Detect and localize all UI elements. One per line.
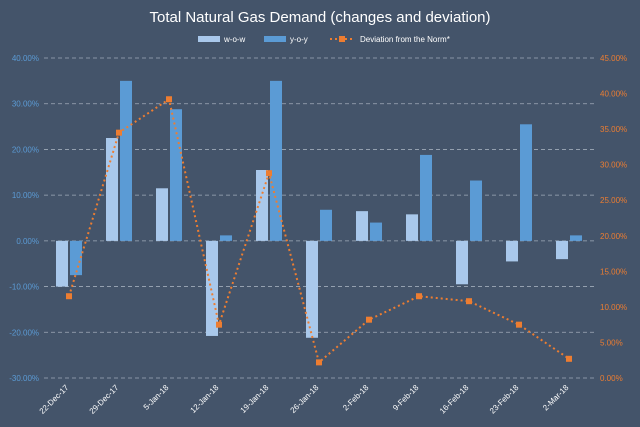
yoy-bar xyxy=(220,235,232,241)
left-tick-label: 30.00% xyxy=(12,100,39,109)
wow-bar xyxy=(356,211,368,241)
deviation-point xyxy=(566,355,572,362)
right-tick-label: 45.00% xyxy=(600,54,627,63)
deviation-line xyxy=(68,97,570,365)
right-tick-label: 25.00% xyxy=(600,196,627,205)
left-tick-label: 20.00% xyxy=(12,145,39,154)
wow-bar xyxy=(256,170,268,241)
bar-series xyxy=(56,80,582,338)
wow-bar xyxy=(456,240,468,285)
yoy-bar xyxy=(320,209,332,241)
deviation-point xyxy=(416,293,422,300)
deviation-point xyxy=(516,321,522,328)
deviation-point xyxy=(66,293,72,300)
legend-swatch-yoy xyxy=(264,36,286,42)
x-tick-label: 2-Mar-18 xyxy=(541,383,571,413)
right-tick-label: 5.00% xyxy=(600,338,623,347)
chart-legend: w-o-w y-o-y Deviation from the Norm* xyxy=(198,35,450,44)
yoy-bar xyxy=(120,80,132,241)
legend-label: y-o-y xyxy=(290,35,308,44)
yoy-bar xyxy=(470,180,482,241)
right-tick-label: 15.00% xyxy=(600,267,627,276)
deviation-point xyxy=(266,170,272,177)
right-tick-label: 35.00% xyxy=(600,125,627,134)
x-tick-label: 5-Jan-18 xyxy=(142,383,171,412)
left-tick-label: -10.00% xyxy=(9,283,39,292)
x-tick-label: 23-Feb-18 xyxy=(488,383,521,416)
x-tick-label: 26-Jan-18 xyxy=(289,383,321,415)
x-axis: 22-Dec-17 29-Dec-17 5-Jan-18 12-Jan-18 19-Ja… xyxy=(38,383,571,416)
x-tick-label: 2-Feb-18 xyxy=(341,383,371,413)
deviation-point xyxy=(116,129,122,136)
deviation-point xyxy=(466,298,472,305)
deviation-point xyxy=(316,359,322,366)
right-axis: 0.00% 5.00% 10.00% 15.00% 20.00% 25.00% 30.00%… xyxy=(600,54,627,383)
right-tick-label: 20.00% xyxy=(600,232,627,241)
legend-label: w-o-w xyxy=(223,35,246,44)
left-tick-label: 10.00% xyxy=(12,191,39,200)
right-tick-label: 10.00% xyxy=(600,303,627,312)
legend-swatch-wow xyxy=(198,36,220,42)
wow-bar xyxy=(56,240,68,287)
yoy-bar xyxy=(520,124,532,241)
yoy-bar xyxy=(70,240,82,276)
legend-swatch-deviation-marker xyxy=(339,36,345,42)
wow-bar xyxy=(556,240,568,260)
x-tick-label: 19-Jan-18 xyxy=(239,383,271,415)
yoy-bar xyxy=(420,154,432,241)
wow-bar xyxy=(106,138,118,241)
wow-bar xyxy=(156,188,168,241)
left-axis: -30.00% -20.00% -10.00% 0.00% 10.00% 20.00% 30… xyxy=(9,54,39,383)
x-tick-label: 9-Feb-18 xyxy=(391,383,421,413)
right-tick-label: 40.00% xyxy=(600,90,627,99)
gridlines xyxy=(44,57,594,379)
x-tick-label: 12-Jan-18 xyxy=(189,383,221,415)
left-tick-label: 40.00% xyxy=(12,54,39,63)
deviation-point xyxy=(166,96,172,103)
left-tick-label: 0.00% xyxy=(16,237,39,246)
chart-title: Total Natural Gas Demand (changes and de… xyxy=(149,9,490,26)
yoy-bar xyxy=(270,80,282,241)
x-tick-label: 16-Feb-18 xyxy=(438,383,471,416)
wow-bar xyxy=(506,240,518,262)
x-tick-label: 22-Dec-17 xyxy=(38,383,71,416)
x-tick-label: 29-Dec-17 xyxy=(88,383,121,416)
deviation-point xyxy=(366,316,372,323)
legend-label: Deviation from the Norm* xyxy=(360,35,450,44)
wow-bar xyxy=(406,214,418,241)
deviation-point xyxy=(216,321,222,328)
right-tick-label: 0.00% xyxy=(600,374,623,383)
right-tick-label: 30.00% xyxy=(600,161,627,170)
wow-bar xyxy=(206,240,218,336)
line-series xyxy=(66,96,572,366)
yoy-bar xyxy=(570,235,582,241)
left-tick-label: -30.00% xyxy=(9,374,39,383)
wow-bar xyxy=(306,240,318,338)
left-tick-label: -20.00% xyxy=(9,328,39,337)
yoy-bar xyxy=(370,222,382,241)
